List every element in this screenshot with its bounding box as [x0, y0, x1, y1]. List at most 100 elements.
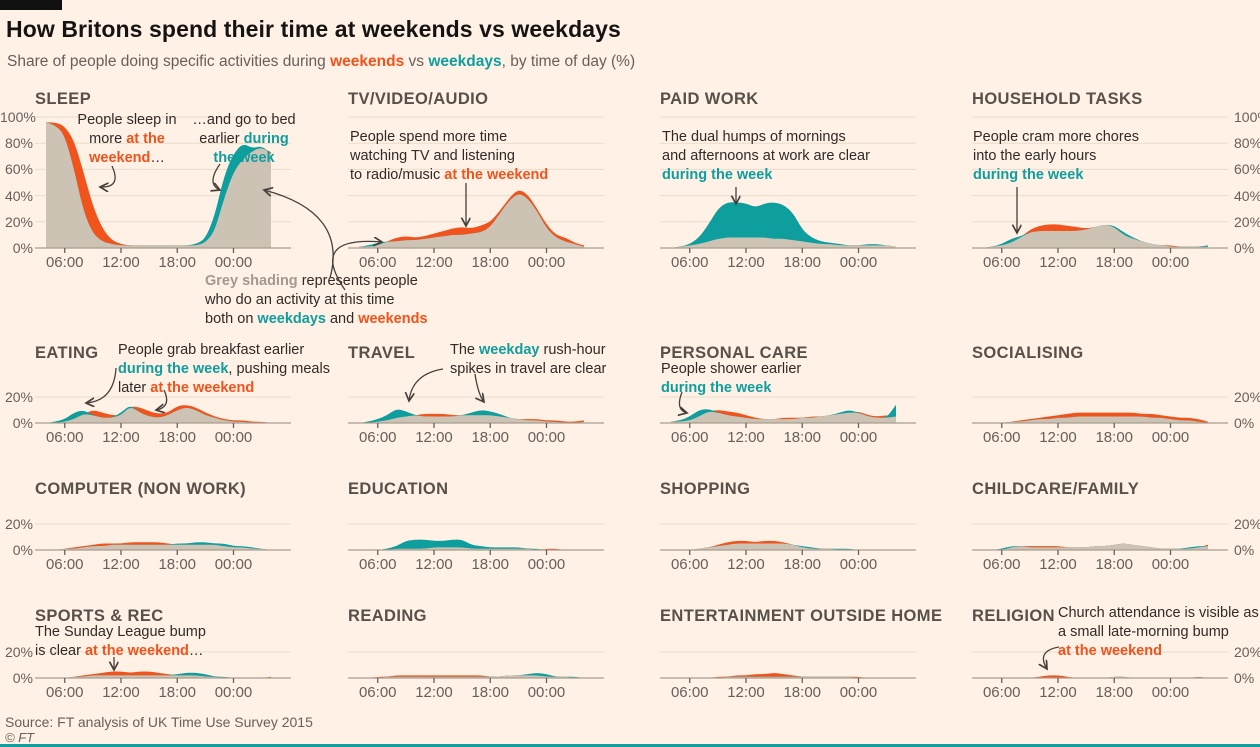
annotation-text: People grab breakfast earlier — [118, 342, 305, 358]
x-tick-label: 00:00 — [839, 429, 878, 446]
panel-title: SLEEP — [35, 90, 92, 108]
area-chart — [660, 396, 916, 428]
x-tick-label: 06:00 — [982, 429, 1021, 446]
y-axis-label: 100% — [0, 109, 36, 125]
x-tick-label: 00:00 — [214, 429, 253, 446]
panel-title: READING — [348, 607, 427, 625]
annotation-line: during the week — [973, 166, 1139, 185]
annotation-text: rush-hour — [539, 342, 606, 358]
annotation-line: spikes in travel are clear — [450, 360, 606, 379]
y-axis-label: 60% — [1234, 161, 1260, 178]
y-axis-label: 20% — [4, 644, 33, 660]
x-tick-label: 18:00 — [783, 556, 822, 573]
overlap-area — [46, 675, 271, 678]
panel-title: RELIGION — [972, 607, 1055, 625]
y-axis-label: 0% — [1234, 240, 1255, 256]
annotation-line: People cram more chores — [973, 128, 1139, 147]
annotation-text: People spend more time — [350, 129, 508, 145]
annotation-line: Grey shading represents people — [205, 272, 428, 291]
annotation-text: who do an activity at this time — [205, 292, 395, 308]
annotation-text: into the early hours — [973, 148, 1097, 164]
x-tick-label: 06:00 — [45, 254, 84, 271]
annotation-sleep-a1: People sleep in more at the weekend… — [62, 111, 192, 168]
x-tick-label: 12:00 — [727, 684, 765, 701]
annotation-text: both on — [205, 311, 258, 327]
annotation-text: earlier — [199, 131, 244, 147]
x-tick-label: 00:00 — [839, 684, 878, 701]
annotation-line: during the week, pushing meals — [118, 360, 330, 379]
annotation-eat-a1: People grab breakfast earlier during the … — [118, 341, 330, 398]
weekday-area — [671, 202, 896, 248]
y-axis-label: 60% — [4, 161, 33, 178]
annotation-text: People sleep in — [77, 112, 177, 128]
annotation-line: who do an activity at this time — [205, 291, 428, 310]
x-tick-label: 12:00 — [1039, 254, 1077, 271]
annotation-text: weekend — [89, 150, 151, 166]
area-chart — [972, 396, 1228, 428]
annotation-text: represents people — [297, 273, 418, 289]
annotation-text: …and go to bed — [192, 112, 296, 128]
panel-title: SHOPPING — [660, 480, 751, 498]
annotation-sleep-a2: …and go to bed earlier during the week — [186, 111, 302, 168]
x-tick-label: 06:00 — [45, 429, 84, 446]
annotation-text: at the — [126, 131, 165, 147]
annotation-line: later at the weekend — [118, 379, 330, 398]
annotation-text: is clear — [35, 643, 85, 659]
panel-title: PERSONAL CARE — [660, 344, 808, 362]
subtitle-segment: Share of people doing specific activitie… — [7, 53, 331, 70]
annotation-line: watching TV and listening — [350, 147, 548, 166]
annotation-work-a1: The dual humps of mornings and afternoons… — [662, 128, 870, 185]
y-axis-label: 20% — [1234, 213, 1260, 230]
annotation-text: at the weekend — [444, 167, 549, 183]
annotation-text: the week — [213, 150, 275, 166]
annotation-line: Church attendance is visible as — [1058, 604, 1259, 623]
weekday-area — [359, 539, 584, 550]
x-tick-label: 00:00 — [1151, 254, 1190, 271]
x-tick-label: 06:00 — [670, 684, 709, 701]
y-axis-label: 80% — [1234, 135, 1260, 152]
annotation-text: spikes in travel are clear — [450, 361, 607, 377]
area-chart — [660, 116, 916, 253]
y-axis-label: 20% — [4, 213, 33, 230]
annotation-line: weekend… — [62, 149, 192, 168]
x-tick-label: 18:00 — [783, 429, 822, 446]
annotation-line: at the weekend — [1058, 642, 1259, 661]
x-tick-label: 18:00 — [783, 684, 822, 701]
annotation-line: both on weekdays and weekends — [205, 310, 428, 329]
annotation-line: …and go to bed — [186, 111, 302, 130]
annotation-line: The Sunday League bump — [35, 623, 206, 642]
x-tick-label: 00:00 — [527, 684, 566, 701]
x-tick-label: 18:00 — [471, 684, 510, 701]
x-tick-label: 00:00 — [527, 429, 566, 446]
annotation-pcare-a1: People shower earlier during the week — [661, 360, 801, 398]
panel-title: EATING — [35, 344, 99, 362]
annotation-line: earlier during — [186, 130, 302, 149]
annotation-text: at the weekend — [84, 643, 189, 659]
annotation-rel-a1: Church attendance is visible as a small l… — [1058, 604, 1259, 661]
annotation-text: People cram more chores — [973, 129, 1140, 145]
annotation-line: the week — [186, 149, 302, 168]
annotation-line: and afternoons at work are clear — [662, 147, 870, 166]
annotation-text: during the week — [662, 167, 773, 183]
x-tick-label: 00:00 — [214, 684, 253, 701]
subtitle-segment: , by time of day (%) — [501, 53, 636, 70]
annotation-text: watching TV and listening — [350, 148, 515, 164]
annotation-text: , pushing meals — [228, 361, 330, 377]
x-tick-label: 12:00 — [1039, 556, 1077, 573]
annotation-text: at the weekend — [150, 380, 255, 396]
x-tick-label: 06:00 — [670, 429, 709, 446]
area-chart — [348, 523, 604, 555]
annotation-line: to radio/music at the weekend — [350, 166, 548, 185]
annotation-line: The dual humps of mornings — [662, 128, 870, 147]
annotation-text: … — [150, 150, 165, 166]
x-tick-label: 18:00 — [471, 429, 510, 446]
annotation-text: weekdays — [257, 311, 326, 327]
overlap-area — [983, 543, 1208, 550]
annotation-text: weekday — [479, 342, 540, 358]
x-tick-label: 06:00 — [670, 254, 709, 271]
annotation-line: more at the — [62, 130, 192, 149]
annotation-line: People grab breakfast earlier — [118, 341, 330, 360]
annotation-text: People shower earlier — [661, 361, 802, 377]
x-tick-label: 06:00 — [45, 556, 84, 573]
